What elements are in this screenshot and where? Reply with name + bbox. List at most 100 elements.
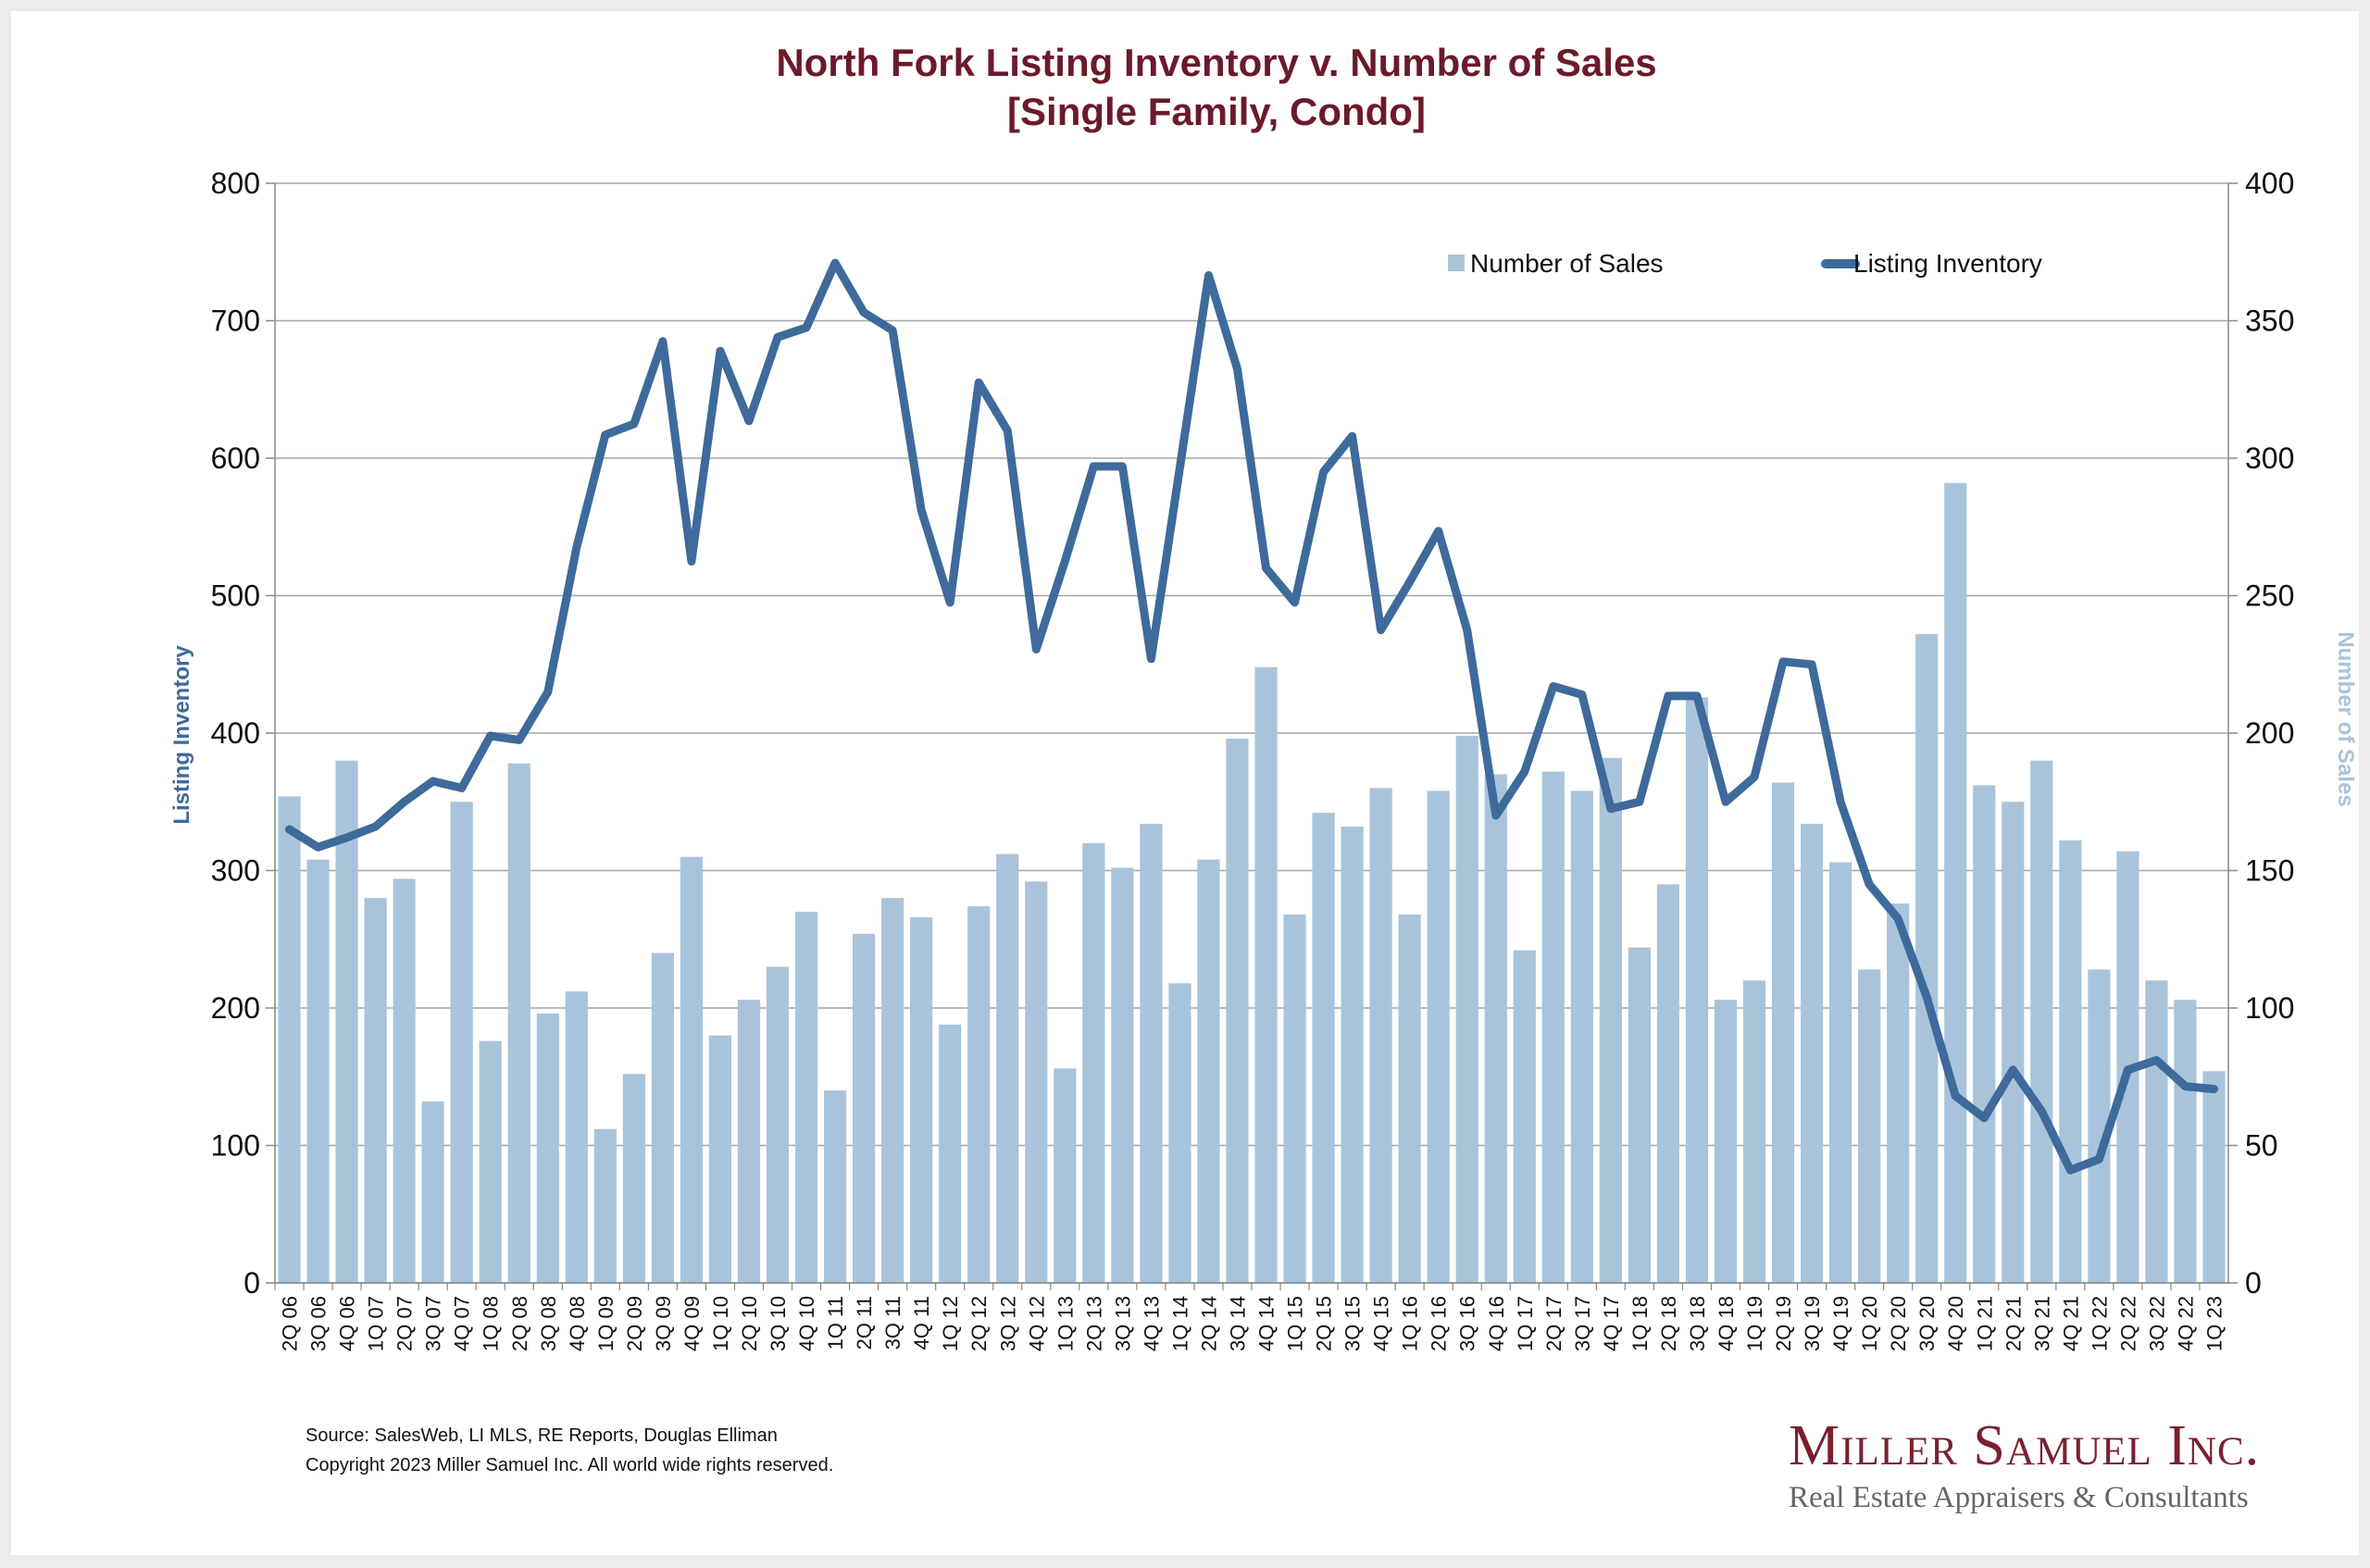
- bar-sales-18: [794, 912, 818, 1283]
- x-tick-label: 2Q 16: [1428, 1296, 1451, 1351]
- x-tick-label: 4Q 17: [1600, 1296, 1623, 1351]
- x-tick-label: 2Q 08: [508, 1296, 531, 1351]
- copyright-note: Copyright 2023 Miller Samuel Inc. All wo…: [306, 1455, 834, 1475]
- bar-sales-62: [2059, 840, 2082, 1283]
- bar-sales-10: [565, 991, 588, 1283]
- x-tick-label: 1Q 13: [1054, 1296, 1077, 1351]
- bar-sales-65: [2145, 980, 2168, 1283]
- x-tick-label: 1Q 21: [1973, 1296, 1996, 1351]
- y-right-tick-label: 0: [2245, 1266, 2262, 1300]
- bar-sales-2: [335, 760, 358, 1283]
- x-tick-label: 3Q 16: [1456, 1296, 1479, 1351]
- x-tick-label: 3Q 22: [2145, 1296, 2168, 1351]
- x-tick-label: 2Q 17: [1542, 1296, 1565, 1351]
- x-tick-label: 4Q 14: [1255, 1296, 1279, 1351]
- bar-sales-49: [1685, 697, 1709, 1283]
- bar-sales-57: [1915, 634, 1939, 1283]
- x-tick-label: 2Q 12: [967, 1296, 991, 1351]
- x-tick-label: 2Q 13: [1082, 1296, 1105, 1351]
- x-tick-label: 3Q 20: [1915, 1296, 1939, 1351]
- bar-sales-50: [1714, 1000, 1738, 1283]
- legend: Number of Sales Listing Inventory: [1448, 249, 2042, 278]
- bar-sales-38: [1369, 788, 1392, 1283]
- x-tick-label: 4Q 16: [1485, 1296, 1508, 1351]
- x-tick-label: 1Q 15: [1284, 1296, 1307, 1351]
- x-ticks: 2Q 06 3Q 06 4Q 06 1Q 07 2Q 07 3Q 07 4Q 07 1Q 08…: [274, 1283, 2227, 1351]
- bar-sales-23: [939, 1024, 962, 1283]
- x-tick-label: 4Q 21: [2059, 1296, 2082, 1351]
- x-tick-label: 1Q 19: [1743, 1296, 1766, 1351]
- legend-label-number-of-sales: Number of Sales: [1470, 249, 1664, 278]
- x-tick-label: 1Q 08: [480, 1296, 503, 1351]
- chart-card: North Fork Listing Inventory v. Number o…: [11, 11, 2359, 1555]
- bar-sales-35: [1283, 915, 1306, 1283]
- x-tick-label: 1Q 12: [939, 1296, 962, 1351]
- bar-sales-9: [536, 1013, 559, 1283]
- x-tick-label: 1Q 14: [1168, 1296, 1191, 1351]
- bar-sales-45: [1570, 790, 1593, 1283]
- bar-sales-41: [1455, 735, 1478, 1283]
- x-tick-label: 1Q 23: [2203, 1296, 2227, 1351]
- y-right-ticks: 0 50 100 150 200 250 300 350 400: [2228, 167, 2294, 1300]
- y-left-tick-label: 500: [211, 579, 260, 613]
- bar-sales-37: [1341, 826, 1364, 1283]
- x-tick-label: 2Q 18: [1657, 1296, 1680, 1351]
- bar-sales-34: [1254, 666, 1278, 1283]
- x-tick-label: 3Q 06: [307, 1296, 331, 1351]
- bar-sales-8: [507, 763, 530, 1283]
- x-tick-label: 1Q 09: [594, 1296, 617, 1351]
- brand-tagline: Real Estate Appraisers & Consultants: [1789, 1481, 2249, 1514]
- bar-sales-22: [910, 916, 933, 1283]
- y-left-tick-label: 700: [211, 305, 260, 338]
- x-tick-label: 4Q 19: [1829, 1296, 1852, 1351]
- bar-sales-6: [450, 802, 473, 1283]
- bar-sales-11: [593, 1128, 617, 1283]
- y-right-tick-label: 300: [2245, 442, 2294, 475]
- y-left-tick-label: 0: [243, 1266, 260, 1300]
- x-tick-label: 1Q 18: [1628, 1296, 1652, 1351]
- x-tick-label: 2Q 11: [853, 1296, 876, 1350]
- x-tick-label: 1Q 11: [824, 1296, 847, 1350]
- line-listing-inventory-path: [285, 258, 2218, 1175]
- bar-sales-52: [1771, 782, 1795, 1283]
- x-tick-label: 3Q 19: [1801, 1296, 1824, 1351]
- x-tick-label: 2Q 21: [2002, 1296, 2025, 1351]
- bar-sales-59: [1973, 785, 1996, 1283]
- chart-title: North Fork Listing Inventory v. Number o…: [776, 41, 1656, 84]
- y-right-tick-label: 200: [2245, 716, 2294, 750]
- bar-sales-51: [1742, 980, 1766, 1283]
- bar-sales-66: [2174, 1000, 2197, 1283]
- x-tick-label: 3Q 11: [881, 1296, 904, 1350]
- bar-sales-7: [479, 1040, 502, 1283]
- x-tick-label: 2Q 14: [1198, 1296, 1221, 1351]
- bar-sales-36: [1312, 813, 1335, 1283]
- x-tick-label: 1Q 20: [1858, 1296, 1881, 1351]
- y-left-tick-label: 300: [211, 854, 260, 888]
- legend-label-listing-inventory: Listing Inventory: [1853, 249, 2042, 278]
- x-tick-label: 1Q 17: [1514, 1296, 1537, 1351]
- x-tick-label: 4Q 18: [1715, 1296, 1738, 1351]
- x-tick-label: 3Q 14: [1227, 1296, 1250, 1351]
- y-right-tick-label: 350: [2245, 305, 2294, 338]
- x-tick-label: 2Q 10: [738, 1296, 761, 1351]
- y-left-ticks: 0 100 200 300 400 500 600 700 800: [211, 167, 275, 1300]
- x-tick-label: 4Q 12: [1025, 1296, 1048, 1351]
- brand-logo: Miller Samuel Inc. Real Estate Appraiser…: [1789, 1413, 2270, 1515]
- x-tick-label: 4Q 09: [680, 1296, 704, 1351]
- bar-sales-55: [1858, 969, 1881, 1283]
- x-tick-label: 1Q 10: [709, 1296, 732, 1351]
- x-tick-label: 2Q 22: [2116, 1296, 2139, 1351]
- bar-sales-58: [1944, 482, 1967, 1283]
- y-left-tick-label: 400: [211, 716, 260, 750]
- y-left-tick-label: 200: [211, 991, 260, 1025]
- x-tick-label: 4Q 11: [910, 1296, 933, 1350]
- bar-sales-42: [1484, 774, 1507, 1283]
- x-tick-label: 2Q 06: [279, 1296, 302, 1351]
- x-tick-label: 4Q 06: [336, 1296, 359, 1351]
- line-listing-inventory: [285, 258, 2218, 1175]
- x-tick-label: 3Q 13: [1111, 1296, 1134, 1351]
- bar-sales-54: [1829, 862, 1852, 1283]
- bar-sales-0: [278, 796, 301, 1283]
- y-left-tick-label: 800: [211, 167, 260, 200]
- chart-subtitle: [Single Family, Condo]: [1007, 90, 1426, 133]
